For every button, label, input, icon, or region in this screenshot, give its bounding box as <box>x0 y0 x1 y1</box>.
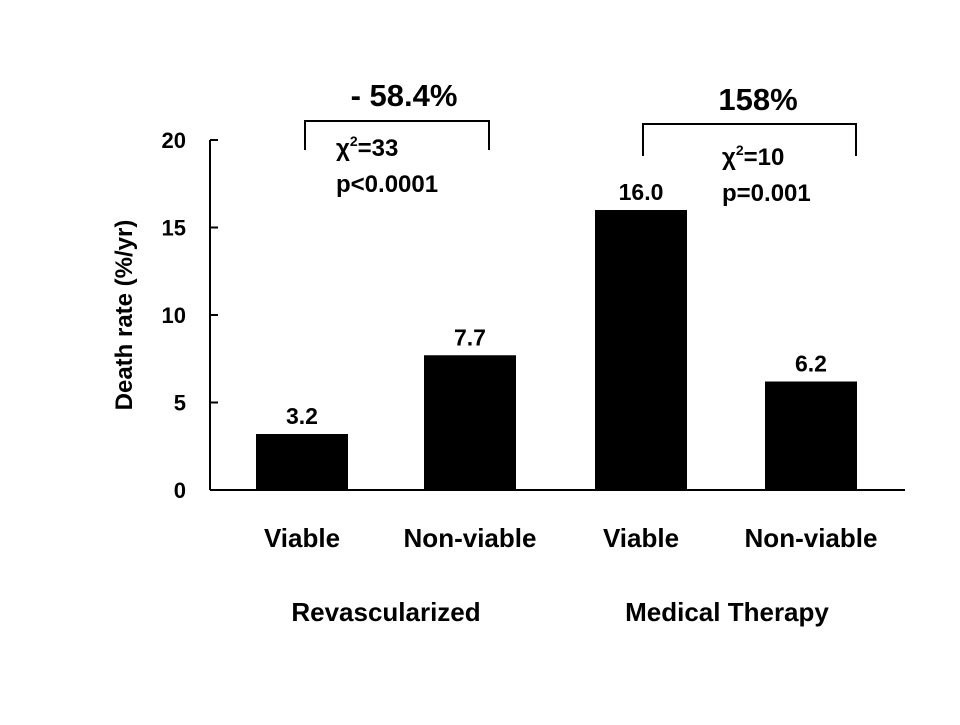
y-axis-label: Death rate (%/yr) <box>111 220 138 411</box>
comparison-bracket <box>304 120 490 150</box>
bar-value-label: 7.7 <box>454 324 486 350</box>
chi-square-label: χ2=10 <box>722 142 784 171</box>
x-category-label: Non-viable <box>745 523 878 553</box>
bar <box>256 434 348 490</box>
bar-value-label: 16.0 <box>619 179 664 205</box>
chi-square-label: χ2=33 <box>336 133 398 162</box>
bar <box>424 355 516 490</box>
group-label: Revascularized <box>291 597 480 627</box>
x-category-label: Non-viable <box>404 523 537 553</box>
brackets: - 58.4% χ2=33 p<0.0001 158% χ2=10 p=0.001 <box>304 78 857 207</box>
group-label: Medical Therapy <box>625 597 829 627</box>
bar <box>595 210 687 490</box>
percent-change-label: - 58.4% <box>351 78 458 113</box>
bar-value-label: 3.2 <box>286 403 318 429</box>
bar-value-label: 6.2 <box>795 351 827 377</box>
y-tick-label: 15 <box>162 216 186 241</box>
x-category-label: Viable <box>264 523 340 553</box>
bar <box>765 381 857 490</box>
comparison-bracket <box>642 123 857 156</box>
bars <box>256 210 857 490</box>
y-tick-label: 20 <box>162 128 186 153</box>
p-value-label: p=0.001 <box>722 180 811 207</box>
p-value-label: p<0.0001 <box>336 171 438 198</box>
y-tick-label: 10 <box>162 303 186 328</box>
percent-change-label: 158% <box>718 82 797 117</box>
x-category-label: Viable <box>603 523 679 553</box>
y-tick-label: 0 <box>174 478 186 503</box>
labels: 3.2 Viable 7.7 Non-viable 16.0 Viable 6.2 Non-v… <box>264 179 878 627</box>
y-tick-label: 5 <box>174 391 186 416</box>
